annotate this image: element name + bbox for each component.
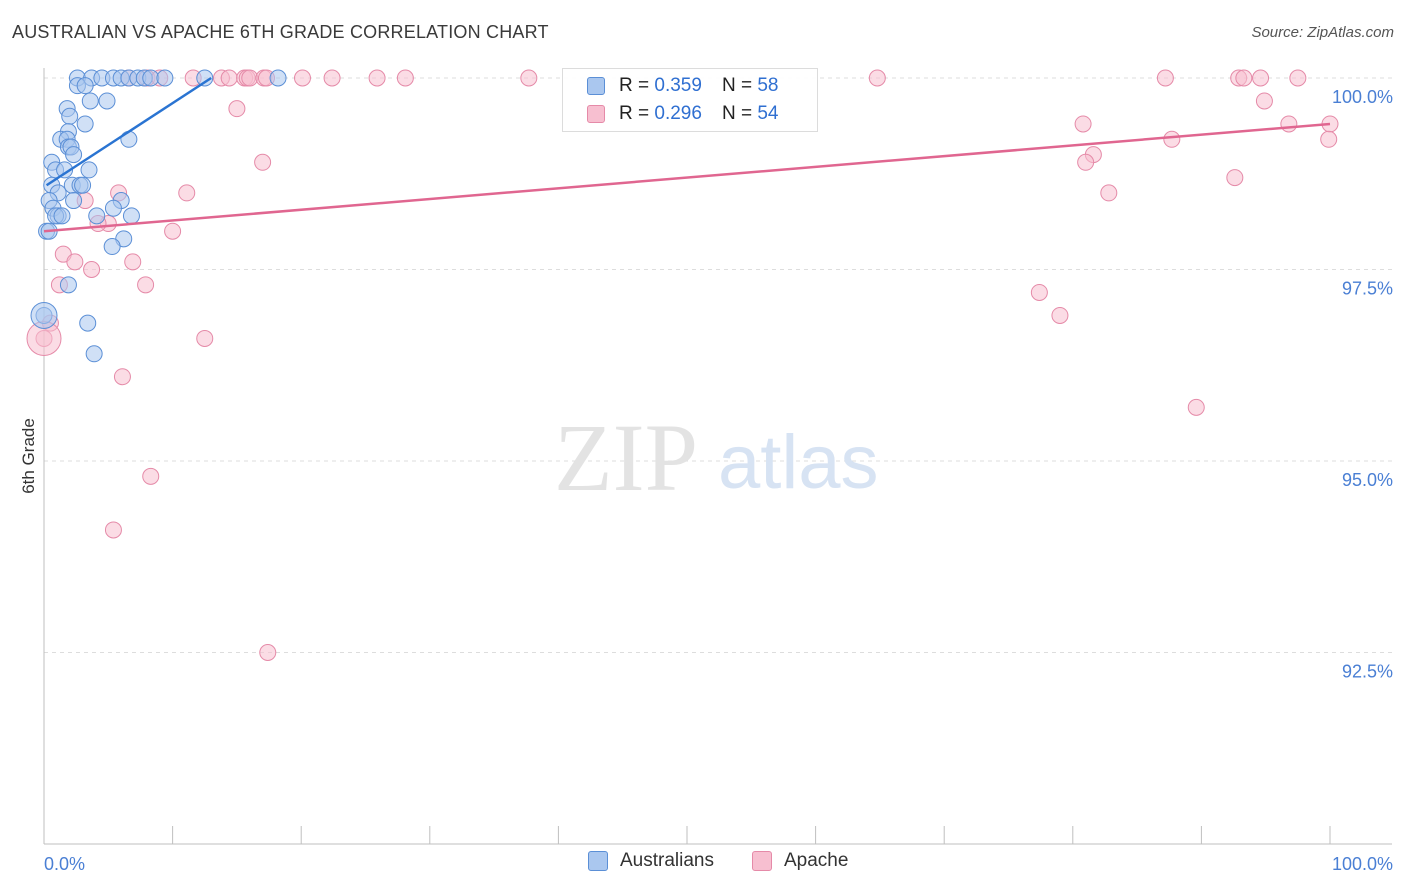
n-label: N = [721,75,753,96]
y-tick-label: 97.5% [1342,279,1393,299]
data-point [56,161,74,179]
data-point [1320,130,1338,148]
data-point [196,329,214,347]
data-point [269,69,287,87]
data-point [137,276,155,294]
source-label: Source: ZipAtlas.com [1251,24,1394,41]
data-point [396,69,414,87]
data-point [53,207,71,225]
apache-points [26,69,1339,661]
gridlines [44,77,1392,653]
data-point [368,69,386,87]
data-point [1289,69,1307,87]
legend-item-australians[interactable]: Australians [588,850,714,872]
data-point [85,345,103,363]
data-point [142,69,160,87]
data-point [868,69,886,87]
r-value: 0.359 [654,75,702,96]
legend-item-apache[interactable]: Apache [752,850,848,872]
data-point [1187,398,1205,416]
australians-swatch [587,77,605,95]
y-tick-label: 100.0% [1332,87,1393,107]
data-point [76,77,94,95]
data-point [120,130,138,148]
data-point [1235,69,1253,87]
y-tick-label: 92.5% [1342,662,1393,682]
axes [43,68,1392,845]
x-tick-label: 0.0% [44,854,85,874]
data-point [1163,130,1181,148]
legend-row-apache: R = 0.296 N = 54 [587,101,778,127]
australians-trend-line [45,76,212,187]
n-value: 58 [757,75,779,96]
data-point [1051,306,1069,324]
data-point [164,222,182,240]
data-point [254,153,272,171]
y-axis-title: 6th Grade [19,418,38,494]
data-point [178,184,196,202]
data-point [59,276,77,294]
data-point [293,69,311,87]
data-point [124,253,142,271]
correlation-legend: R = 0.359 N = 58 R = 0.296 N = 54 [562,68,818,132]
data-point [1156,69,1174,87]
apache-trend-line [43,122,1331,233]
data-point [122,207,140,225]
data-point-large [30,301,58,329]
watermark-zip: ZIP [554,404,698,511]
data-point [1255,92,1273,110]
data-point [1077,153,1095,171]
data-point [61,107,79,125]
data-point [65,146,83,164]
data-point [220,69,238,87]
legend-label-apache: Apache [784,850,849,871]
data-point [241,69,259,87]
data-point [520,69,538,87]
n-value: 54 [757,103,779,124]
tick-labels: 100.0% 97.5% 95.0% 92.5% 0.0% 100.0% [44,87,1393,874]
data-point [1252,69,1270,87]
data-point [74,176,92,194]
data-point [81,92,99,110]
data-point [142,467,160,485]
data-point [104,199,122,217]
legend-row-australians: R = 0.359 N = 58 [587,73,778,99]
data-point [104,521,122,539]
apache-swatch [587,105,605,123]
data-point [113,368,131,386]
data-point [1280,115,1298,133]
data-point [88,207,106,225]
data-point [66,253,84,271]
watermark: ZIP atlas [554,404,879,511]
legend-label-australians: Australians [620,850,714,871]
data-point [259,644,277,661]
data-point [76,115,94,133]
data-point [103,238,121,256]
data-point [228,100,246,118]
y-tick-label: 95.0% [1342,470,1393,490]
data-point [196,69,214,87]
data-point [80,161,98,179]
n-label: N = [721,103,753,124]
r-label: R = [619,75,650,96]
data-point [1074,115,1092,133]
data-point [79,314,97,332]
watermark-atlas: atlas [718,420,879,505]
data-point [1030,283,1048,301]
apache-swatch [752,851,772,871]
data-point [156,69,174,87]
data-point [98,92,116,110]
data-point [65,192,83,210]
r-value: 0.296 [654,103,702,124]
data-point [1100,184,1118,202]
x-tick-label: 100.0% [1332,854,1393,874]
data-point [83,261,101,278]
data-point [323,69,341,87]
r-label: R = [619,103,650,124]
data-point [1226,169,1244,187]
australians-swatch [588,851,608,871]
chart-title: AUSTRALIAN VS APACHE 6TH GRADE CORRELATI… [12,22,549,42]
trend-lines [43,76,1331,233]
